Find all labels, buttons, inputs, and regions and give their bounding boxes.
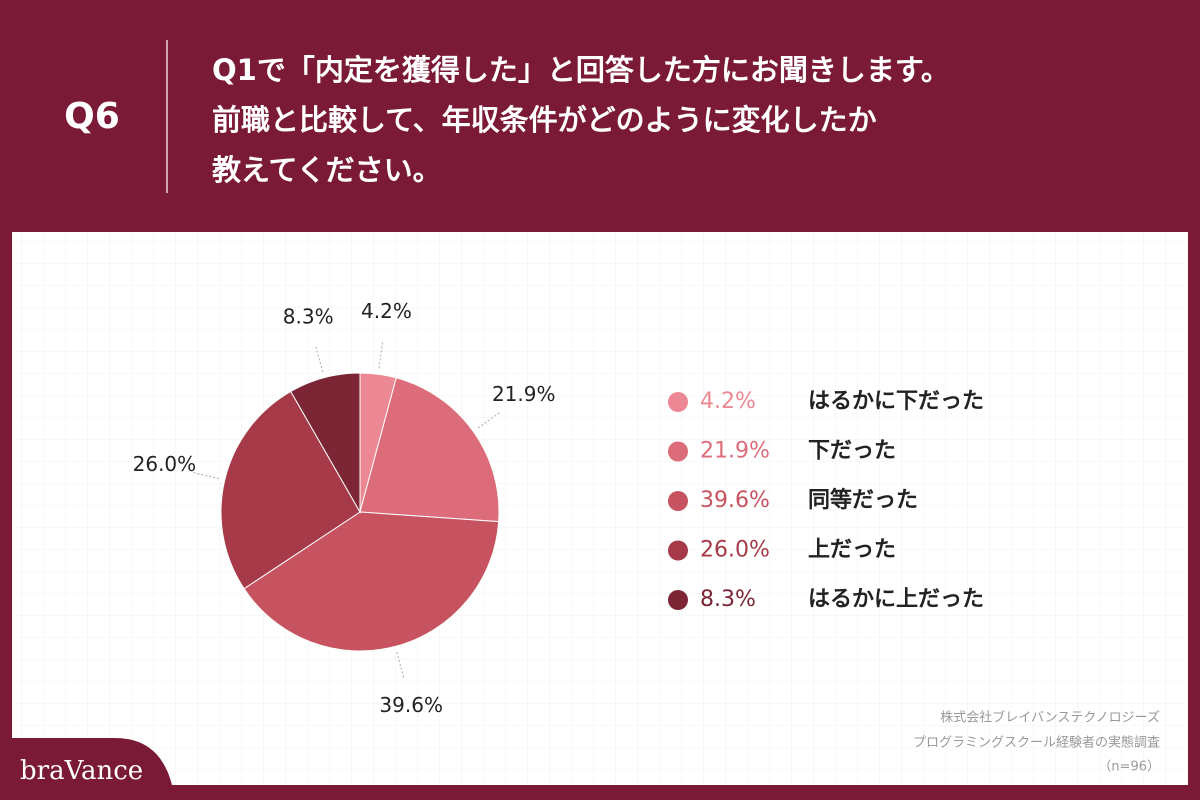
- source: （n=96）: [1098, 760, 1160, 775]
- panel-grid: [12, 232, 1188, 785]
- leader-line: [191, 471, 220, 480]
- legend-marker: [668, 590, 688, 610]
- legend-value: 8.3%: [700, 587, 756, 612]
- question-line: 教えてください。: [212, 153, 442, 187]
- leader-line: [378, 340, 384, 369]
- pie-slice: [359, 377, 500, 523]
- data-label: 39.6%: [379, 693, 443, 717]
- legend-value: 21.9%: [700, 439, 770, 464]
- logo: braVance: [20, 756, 143, 786]
- legend-label: 上だった: [808, 538, 896, 563]
- legend-label: はるかに下だった: [808, 389, 984, 414]
- legend-marker: [668, 491, 688, 511]
- logo-tab: [0, 738, 172, 800]
- pie-slice: [220, 390, 361, 590]
- legend-value: 26.0%: [700, 538, 770, 563]
- question-line: 前職と比較して、年収条件がどのように変化したか: [212, 103, 877, 137]
- data-label: 21.9%: [492, 382, 556, 406]
- leader-line: [396, 652, 405, 680]
- question-line: Q1で「内定を獲得した」と回答した方にお聞きします。: [212, 53, 950, 87]
- data-label: 4.2%: [361, 299, 412, 323]
- legend-marker: [668, 540, 688, 561]
- legend-label: 下だった: [808, 439, 896, 464]
- legend-marker: [668, 392, 688, 412]
- legend-label: はるかに上だった: [808, 587, 984, 612]
- pie-slice: [290, 372, 361, 514]
- legend-marker: [668, 441, 688, 462]
- leader-line: [314, 344, 324, 373]
- source: 株式会社ブレイバンステクノロジーズ: [940, 710, 1160, 726]
- source: プログラミングスクール経験者の実態調査: [913, 735, 1160, 751]
- legend-value: 39.6%: [700, 488, 770, 513]
- leader-line: [477, 411, 502, 429]
- legend-value: 4.2%: [700, 389, 756, 414]
- legend-label: 同等だった: [808, 487, 918, 513]
- data-label: 8.3%: [283, 304, 334, 328]
- question-label: Q6: [64, 96, 120, 137]
- data-label: 26.0%: [133, 452, 197, 476]
